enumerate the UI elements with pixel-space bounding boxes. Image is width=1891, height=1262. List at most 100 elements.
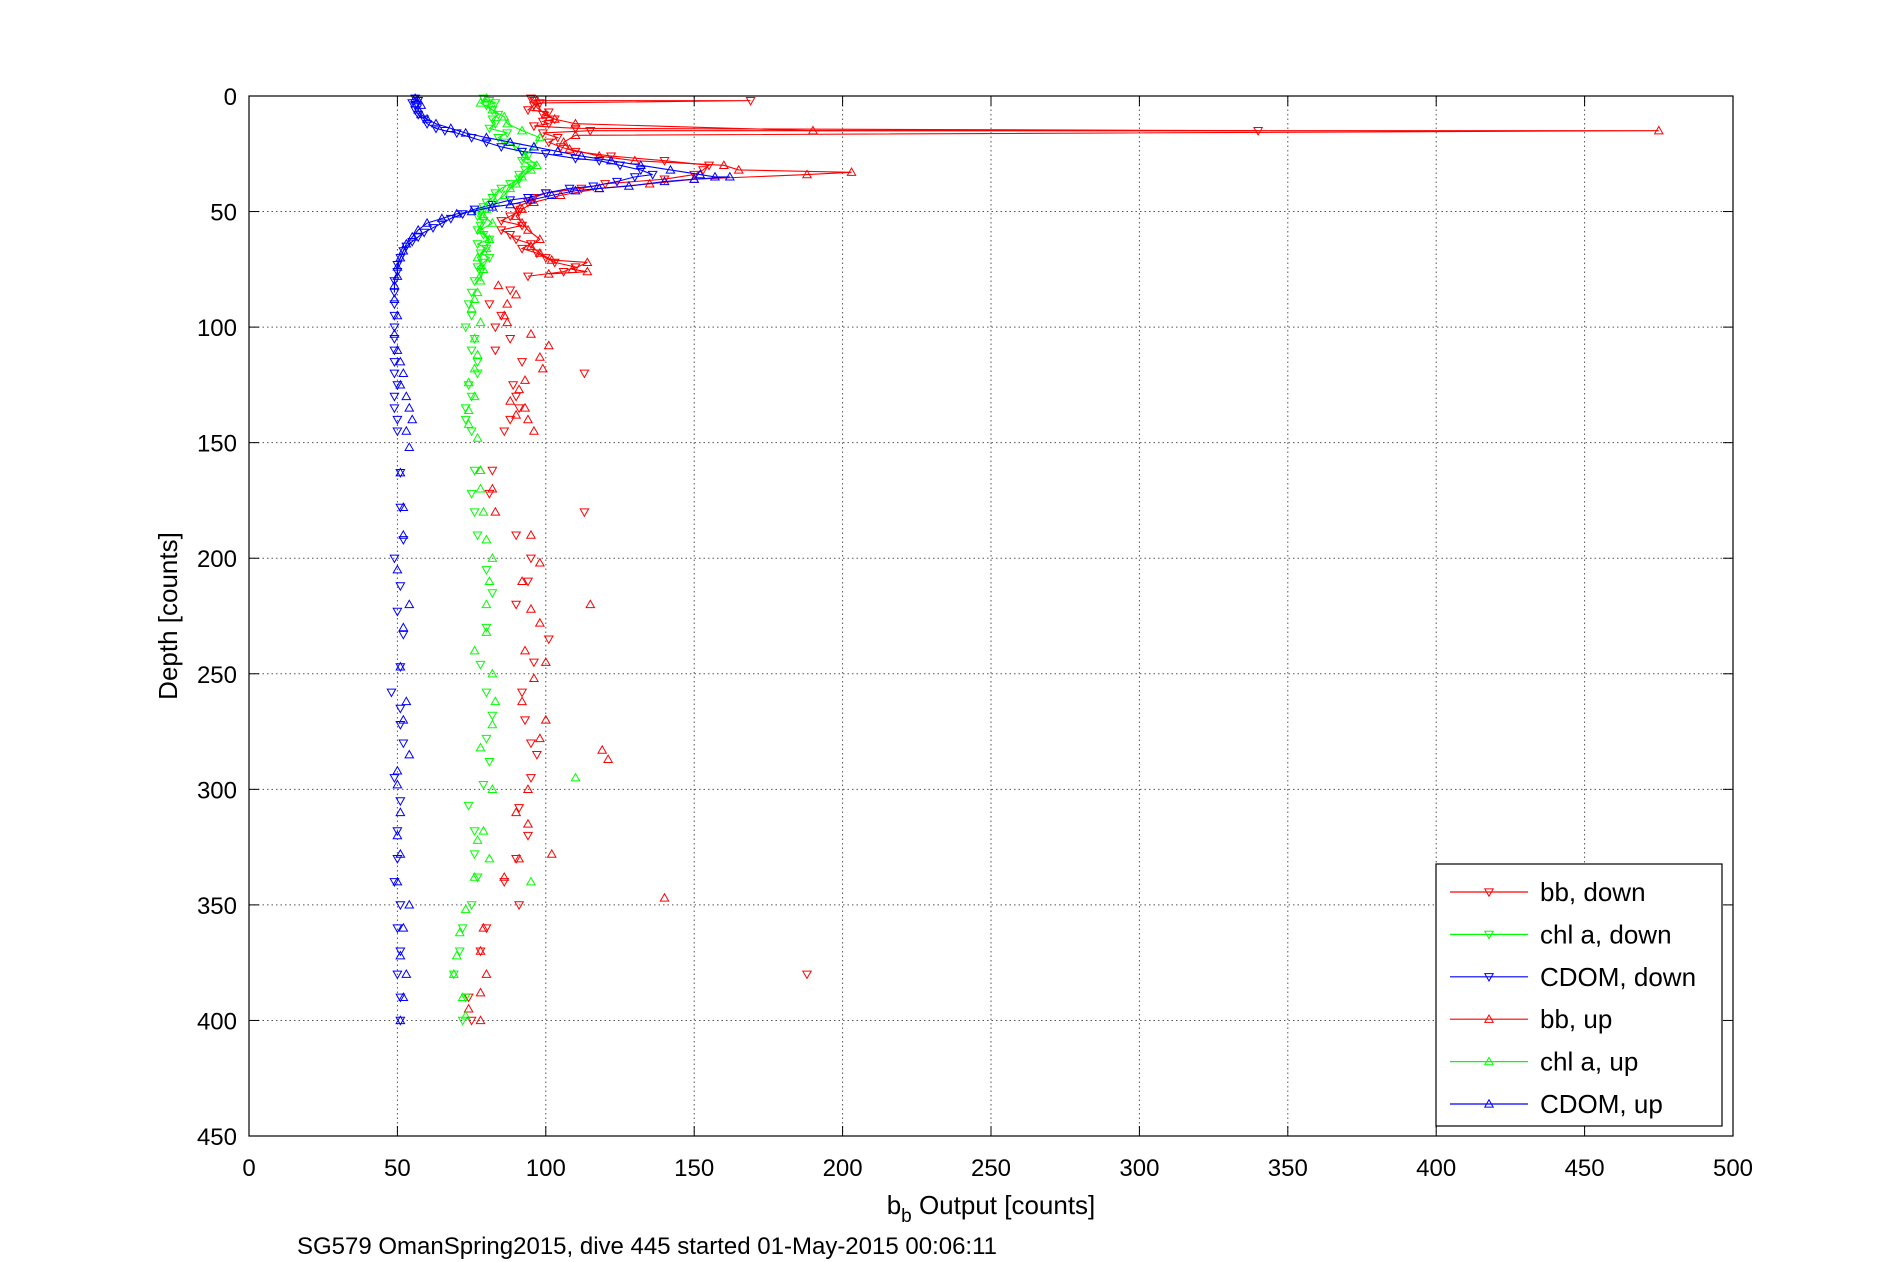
data-point <box>490 323 501 333</box>
data-point <box>519 645 531 655</box>
legend: bb, down chl a, down CDOM, down bb, up chl a… <box>1435 863 1723 1127</box>
data-point <box>514 804 525 814</box>
data-point <box>487 466 498 476</box>
data-point <box>519 375 531 384</box>
data-point <box>490 346 501 356</box>
data-point <box>478 264 489 273</box>
data-point <box>490 189 501 199</box>
data-point <box>511 235 522 245</box>
data-point <box>528 122 539 132</box>
data-point <box>558 267 569 277</box>
data-point <box>413 95 424 105</box>
data-point <box>525 164 537 174</box>
data-point <box>703 161 715 171</box>
series-cdom-down <box>386 94 658 1026</box>
data-point <box>552 133 563 143</box>
data-point <box>487 668 498 678</box>
data-point <box>463 377 474 387</box>
data-point <box>472 240 483 250</box>
x-tick-label: 200 <box>823 1155 863 1182</box>
data-point <box>531 160 542 169</box>
data-point <box>401 425 412 435</box>
data-point <box>472 531 483 541</box>
data-point <box>395 254 406 263</box>
data-point <box>665 164 676 174</box>
data-point <box>534 733 545 743</box>
data-point <box>496 184 507 194</box>
data-point <box>534 247 545 257</box>
data-point <box>490 506 501 516</box>
data-point <box>407 231 418 241</box>
data-point <box>522 106 534 116</box>
y-tick-label: 300 <box>197 777 237 804</box>
data-point <box>472 263 483 273</box>
data-point <box>475 97 486 107</box>
data-point <box>499 111 510 121</box>
data-point <box>395 379 406 389</box>
data-point <box>466 901 477 911</box>
data-point <box>484 853 495 863</box>
data-point <box>436 219 447 229</box>
data-point <box>525 603 537 613</box>
data-point <box>519 402 531 412</box>
data-point <box>389 878 400 887</box>
legend-label: bb, up <box>1540 1004 1612 1034</box>
data-point <box>576 150 587 160</box>
data-point <box>392 779 403 789</box>
data-point <box>407 414 418 424</box>
data-point <box>540 150 551 159</box>
data-point <box>511 392 522 402</box>
data-point <box>733 164 744 174</box>
data-point <box>469 871 480 881</box>
data-point <box>543 340 554 350</box>
data-point <box>525 94 537 104</box>
data-point <box>389 288 400 298</box>
data-point <box>659 157 670 166</box>
data-point <box>579 508 590 518</box>
data-point <box>478 506 489 516</box>
data-point <box>543 268 554 278</box>
data-point <box>499 878 510 887</box>
data-point <box>478 210 489 220</box>
data-point <box>395 356 406 366</box>
data-point <box>395 950 406 960</box>
data-point <box>724 171 735 181</box>
data-point <box>511 289 522 299</box>
data-point <box>481 969 492 978</box>
series-layer <box>386 93 1664 1026</box>
data-point <box>846 167 857 176</box>
data-point <box>522 224 534 234</box>
data-point <box>404 599 415 609</box>
data-point <box>466 392 477 402</box>
data-point <box>395 663 406 673</box>
data-point <box>475 465 486 475</box>
data-point <box>466 206 477 216</box>
data-point <box>392 607 403 617</box>
data-point <box>463 418 474 428</box>
data-point <box>466 311 477 321</box>
data-point <box>543 120 554 129</box>
data-point <box>457 924 468 934</box>
legend-marker <box>1483 930 1495 940</box>
data-point <box>484 254 495 263</box>
data-point <box>389 323 400 333</box>
data-point <box>392 310 403 320</box>
data-point <box>392 876 403 886</box>
data-point <box>564 184 575 194</box>
data-point <box>531 249 542 259</box>
data-point <box>475 275 486 285</box>
data-point <box>481 132 492 142</box>
data-point <box>516 204 528 213</box>
data-point <box>389 358 400 367</box>
data-point <box>392 924 403 934</box>
data-point <box>481 734 492 744</box>
data-point <box>597 744 608 754</box>
legend-label: CDOM, up <box>1540 1089 1663 1119</box>
data-point <box>496 217 507 227</box>
data-point <box>466 489 477 499</box>
data-point <box>469 466 480 476</box>
data-point <box>389 774 400 783</box>
data-point <box>635 166 646 176</box>
data-point <box>392 345 403 354</box>
y-tick-label: 50 <box>210 200 237 227</box>
